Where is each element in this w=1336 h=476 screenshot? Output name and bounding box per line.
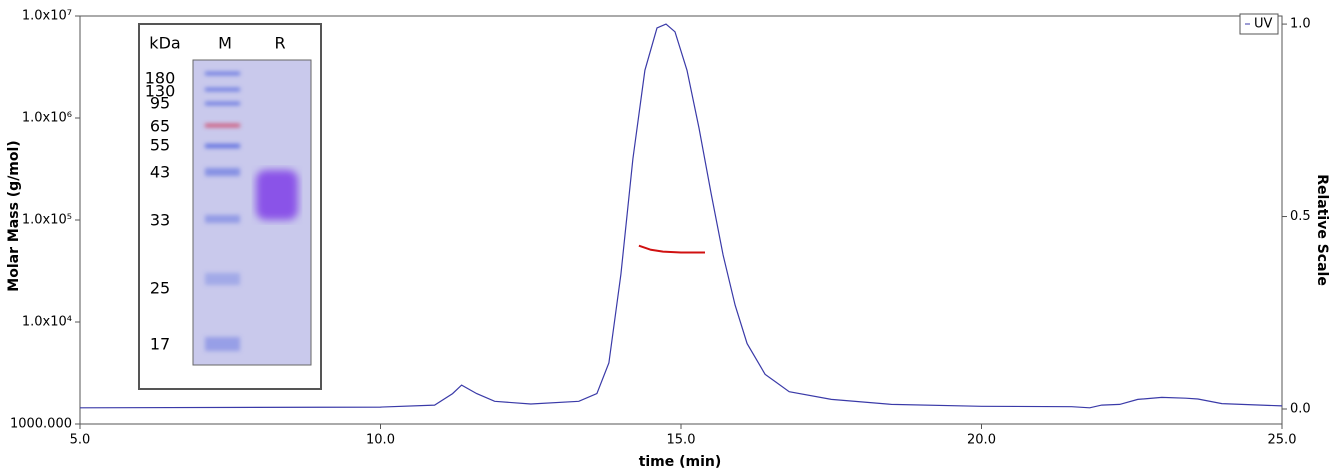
sample-band <box>256 170 298 220</box>
marker-label: 33 <box>150 211 170 230</box>
inset-header: R <box>274 34 285 53</box>
marker-label: 180 <box>145 69 176 88</box>
data-line <box>638 244 705 254</box>
inset-header: kDa <box>149 34 180 53</box>
marker-label: 65 <box>150 117 170 136</box>
x-axis-title: time (min) <box>639 454 722 470</box>
x-tick-label: 25.0 <box>1268 433 1297 448</box>
marker-label: 25 <box>150 279 170 298</box>
y-tick-label: 1.0x10⁴ <box>22 315 72 330</box>
inset-header: M <box>218 34 232 53</box>
marker-bands <box>205 72 240 351</box>
marker-label: 17 <box>150 335 170 354</box>
legend-box <box>1239 13 1279 35</box>
y2-axis-title: Relative Scale <box>1314 174 1330 286</box>
marker-label: 43 <box>150 163 170 182</box>
y2-tick-label: 1.0 <box>1290 17 1311 32</box>
y-tick-label: 1.0x10⁵ <box>22 213 72 228</box>
marker-label: 95 <box>150 94 170 113</box>
y-tick-label: 1000.000 <box>10 417 72 432</box>
legend-label: UV <box>1254 17 1273 32</box>
x-tick-label: 15.0 <box>667 433 696 448</box>
y2-tick-label: 0.5 <box>1290 209 1311 224</box>
y-tick-label: 1.0x10⁷ <box>22 9 72 24</box>
x-tick-label: 5.0 <box>70 433 91 448</box>
marker-label: 55 <box>150 136 170 155</box>
legend: UV <box>1239 13 1279 35</box>
data-line <box>79 23 1283 409</box>
y2-tick-label: 0.0 <box>1290 401 1311 416</box>
y-tick-label: 1.0x10⁶ <box>22 111 72 126</box>
y-axis-title: Molar Mass (g/mol) <box>6 140 22 291</box>
marker-label: 130 <box>145 82 176 101</box>
x-tick-label: 10.0 <box>366 433 395 448</box>
x-tick-label: 20.0 <box>967 433 996 448</box>
